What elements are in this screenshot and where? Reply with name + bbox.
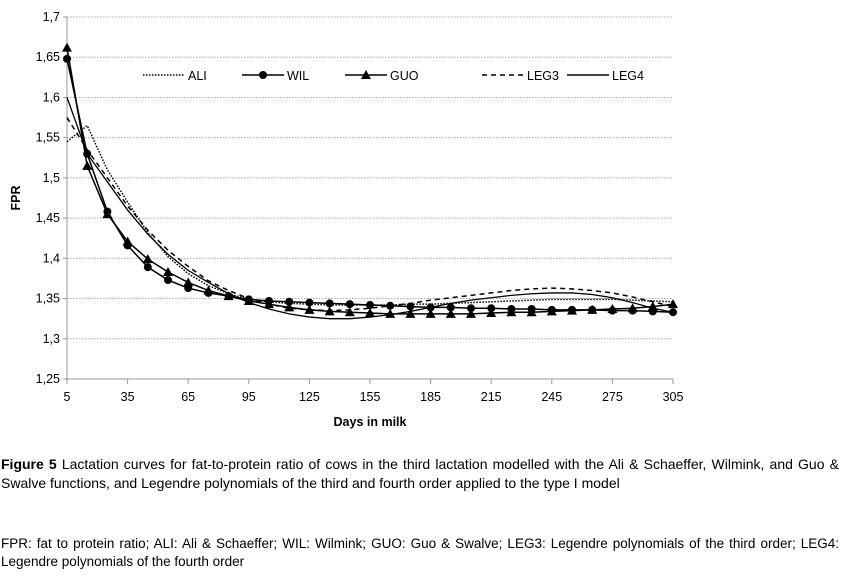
x-tick-label: 185 [420, 390, 441, 404]
data-point-guo [587, 304, 598, 314]
y-tick-label: 1,55 [36, 131, 60, 145]
y-tick-label: 1,3 [43, 332, 60, 346]
y-tick-label: 1,45 [36, 211, 60, 225]
data-point-guo [627, 303, 638, 313]
x-tick-label: 95 [242, 390, 256, 404]
data-point-guo [526, 307, 537, 317]
legend-marker-guo [361, 70, 371, 79]
x-tick-label: 155 [360, 390, 381, 404]
figure-footnote: FPR: fat to protein ratio; ALI: Ali & Sc… [1, 536, 839, 569]
x-tick-label: 275 [602, 390, 623, 404]
series-line-leg3 [66, 117, 674, 312]
data-point-wil [164, 276, 172, 285]
y-tick-label: 1,25 [36, 372, 60, 386]
figure-caption: Figure 5 Lactation curves for fat-to-pro… [1, 455, 839, 493]
data-point-guo [567, 305, 577, 315]
data-point-wil [467, 304, 475, 313]
x-tick-label: 215 [481, 390, 502, 404]
data-point-guo [223, 291, 234, 301]
data-point-guo [668, 299, 678, 309]
data-point-wil [386, 301, 395, 310]
data-point-guo [365, 308, 375, 318]
series-line-wil [66, 58, 674, 313]
legend-marker-wil [259, 71, 267, 79]
data-point-wil [285, 297, 294, 306]
legend-label-wil: WIL [287, 69, 309, 83]
x-tick-label: 5 [64, 390, 71, 404]
data-point-guo [163, 267, 173, 277]
data-point-wil [406, 302, 415, 311]
y-tick-label: 1,35 [36, 292, 60, 306]
data-point-guo [183, 277, 194, 287]
data-point-guo [344, 307, 355, 317]
series-line-leg4 [66, 97, 674, 320]
legend-label-leg3: LEG3 [527, 69, 559, 83]
y-tick-label: 1,7 [43, 10, 60, 24]
legend-label-ali: ALI [188, 69, 207, 83]
data-point-guo [607, 304, 618, 314]
data-point-wil [366, 300, 374, 309]
x-tick-label: 125 [299, 390, 320, 404]
x-tick-label: 305 [663, 390, 684, 404]
x-tick-label: 245 [541, 390, 562, 404]
data-point-guo [445, 308, 456, 318]
caption-text: Lactation curves for fat-to-protein rati… [1, 456, 839, 491]
figure-label: Figure 5 [1, 456, 57, 472]
x-tick-label: 35 [121, 390, 135, 404]
data-point-guo [82, 160, 93, 170]
data-point-guo [142, 254, 153, 264]
y-tick-label: 1,4 [43, 251, 60, 265]
data-point-guo [405, 308, 416, 318]
data-point-guo [62, 42, 72, 52]
data-point-guo [506, 307, 517, 317]
y-tick-label: 1,65 [36, 50, 60, 64]
y-axis-title: FPR [9, 186, 23, 211]
data-point-guo [203, 285, 214, 295]
data-point-wil [345, 300, 354, 309]
legend-label-guo: GUO [390, 69, 419, 83]
series-line-ali [66, 124, 674, 306]
data-point-guo [304, 304, 315, 314]
y-tick-label: 1,5 [43, 171, 60, 185]
data-point-guo [425, 308, 436, 318]
data-point-guo [546, 306, 557, 316]
data-point-wil [305, 298, 314, 307]
lactation-chart: 1,25 1,3 1,35 1,4 1,45 1,5 1,55 1,6 1,65 1,7 5 35 65… [9, 10, 684, 429]
data-point-guo [466, 308, 476, 318]
data-point-guo [102, 209, 113, 219]
data-point-guo [122, 236, 133, 246]
y-tick-label: 1,6 [43, 90, 60, 104]
data-point-guo [486, 308, 497, 318]
data-point-wil [143, 263, 152, 272]
x-tick-label: 65 [181, 390, 195, 404]
data-point-wil [446, 303, 455, 312]
x-axis-title: Days in milk [334, 415, 407, 429]
legend-label-leg4: LEG4 [612, 69, 644, 83]
data-point-wil [325, 299, 334, 308]
